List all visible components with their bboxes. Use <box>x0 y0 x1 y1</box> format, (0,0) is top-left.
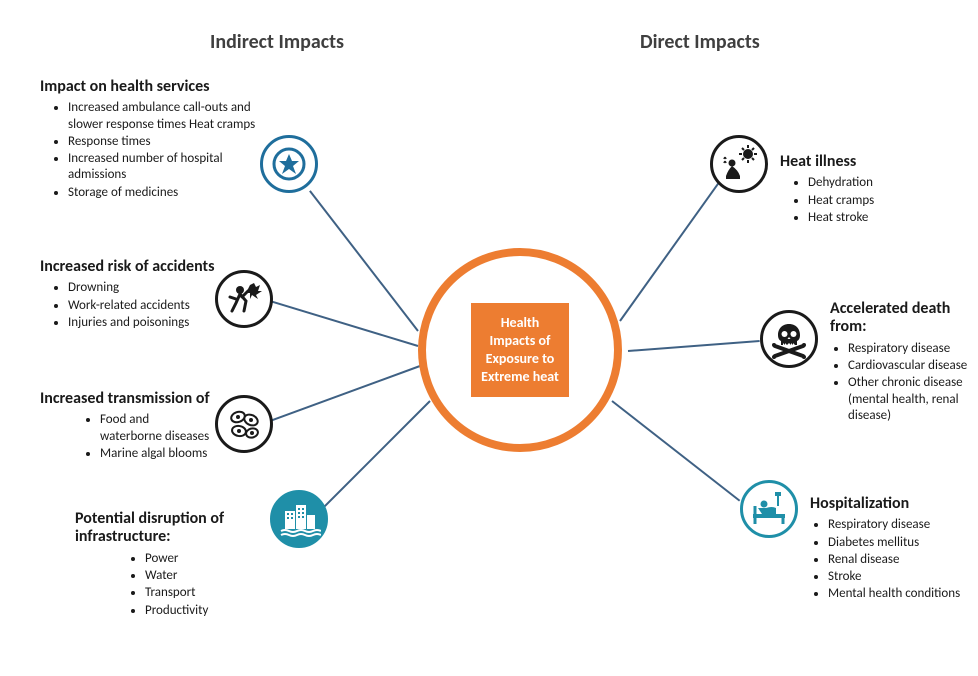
bullet-item: Increased number of hospital admissions <box>68 151 260 184</box>
bullet-item: Other chronic disease (mental health, re… <box>848 375 978 424</box>
bullet-item: Productivity <box>145 603 275 619</box>
topic-accelerated-death: Accelerated death from: Respiratory dise… <box>830 300 978 425</box>
header-direct: Direct Impacts <box>640 30 760 54</box>
medical-star-icon <box>260 135 318 193</box>
bullet-item: Diabetes mellitus <box>828 535 970 551</box>
bullet-item: Renal disease <box>828 552 970 568</box>
buildings-icon <box>270 490 328 548</box>
topic-title: Impact on health services <box>40 78 260 96</box>
topic-accidents: Increased risk of accidents Drowning Work… <box>40 258 220 332</box>
bullet-item: Respiratory disease <box>848 341 978 357</box>
bullet-item: Increased ambulance call-outs and slower… <box>68 100 260 133</box>
topic-bullets: Respiratory disease Diabetes mellitusRena… <box>828 517 970 602</box>
topic-title: Heat illness <box>780 153 950 171</box>
cells-icon <box>215 395 273 453</box>
topic-bullets: Increased ambulance call-outs and slower… <box>68 100 260 201</box>
hospital-bed-icon <box>740 480 798 538</box>
connector-line <box>270 300 419 347</box>
bullet-item: Mental health conditions <box>828 586 970 602</box>
topic-transmission: Increased transmission of Food and water… <box>40 390 220 463</box>
skull-crossbones-icon <box>760 310 818 368</box>
bullet-item: Heat stroke <box>808 210 950 226</box>
header-indirect: Indirect Impacts <box>210 30 344 54</box>
connector-line <box>270 365 421 422</box>
topic-bullets: Respiratory diseaseCardiovascular diseas… <box>848 341 978 424</box>
topic-bullets: Food and waterborne diseasesMarine algal… <box>100 412 210 462</box>
bullet-item: Response times <box>68 134 260 150</box>
sun-person-icon <box>710 135 768 193</box>
connector-line <box>309 190 419 331</box>
topic-bullets: PowerWaterTransport Productivity <box>145 551 275 619</box>
bullet-item: Storage of medicines <box>68 185 260 201</box>
topic-title: Increased risk of accidents <box>40 258 220 276</box>
bullet-item: Dehydration <box>808 175 950 191</box>
bullet-item: Cardiovascular disease <box>848 358 978 374</box>
falling-person-icon <box>215 270 273 328</box>
bullet-item: Injuries and poisonings <box>68 315 220 331</box>
bullet-item: Water <box>145 568 275 584</box>
connector-line <box>319 400 430 511</box>
topic-title: Increased transmission of <box>40 390 220 408</box>
topic-title: Potential disruption of infrastructure: <box>75 510 275 547</box>
bullet-item: Work-related accidents <box>68 298 220 314</box>
center-label-box: Health Impacts of Exposure to Extreme he… <box>470 302 570 398</box>
bullet-item: Heat cramps <box>808 193 950 209</box>
topic-title: Hospitalization <box>810 495 970 513</box>
topic-heat-illness: Heat illness Dehydration Heat crampsHeat … <box>780 153 950 227</box>
connector-line <box>619 180 721 321</box>
connector-line <box>611 400 740 502</box>
bullet-item: Respiratory disease <box>828 517 970 533</box>
bullet-item: Drowning <box>68 280 220 296</box>
topic-title: Accelerated death from: <box>830 300 978 337</box>
bullet-item: Food and waterborne diseases <box>100 412 210 445</box>
topic-bullets: Drowning Work-related accidentsInjuries a… <box>68 280 220 331</box>
topic-bullets: Dehydration Heat crampsHeat stroke <box>808 175 950 226</box>
bullet-item: Stroke <box>828 569 970 585</box>
bullet-item: Marine algal blooms <box>100 446 210 462</box>
topic-health-services: Impact on health services Increased ambu… <box>40 78 260 202</box>
bullet-item: Power <box>145 551 275 567</box>
connector-line <box>628 340 760 352</box>
topic-hospitalization: Hospitalization Respiratory disease Diabe… <box>810 495 970 604</box>
bullet-item: Transport <box>145 585 275 601</box>
topic-infrastructure: Potential disruption of infrastructure: … <box>75 510 275 620</box>
